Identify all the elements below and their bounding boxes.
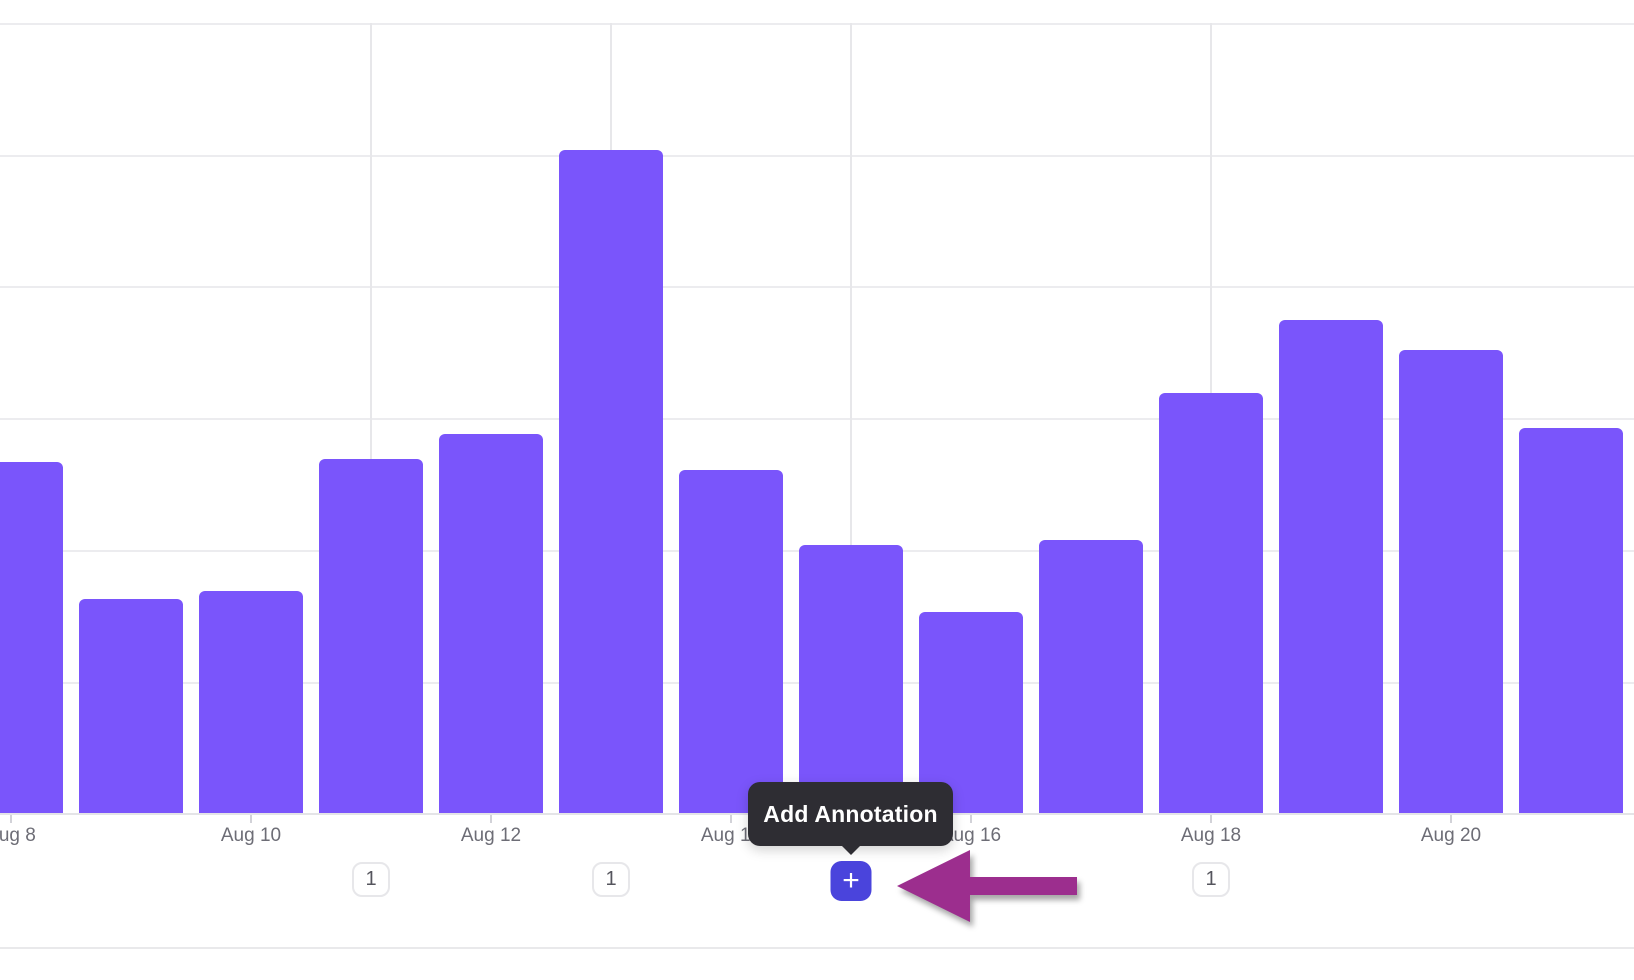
bar-aug-16[interactable] [919,612,1023,813]
x-axis-label: Aug 12 [460,825,522,846]
x-axis-label: Aug 18 [1180,825,1242,846]
x-axis-tick [1450,815,1452,823]
horizontal-gridline [0,286,1634,288]
x-axis-tick [10,815,12,823]
x-axis-label: Aug 16 [940,825,1002,846]
bar-aug-11[interactable] [319,459,423,813]
bar-aug-14[interactable] [679,470,783,813]
bar-aug-10[interactable] [199,591,303,813]
bar-aug-9[interactable] [79,599,183,813]
x-axis-tick [730,815,732,823]
tooltip-label: Add Annotation [763,800,938,827]
annotation-count-badge[interactable]: 1 [1192,862,1230,897]
bar-aug-18[interactable] [1159,393,1263,813]
annotation-count-badge[interactable]: 1 [352,862,390,897]
x-axis-tick [1210,815,1212,823]
add-annotation-tooltip: Add Annotation [748,782,953,855]
annotation-date-line [850,23,852,813]
bar-aug-12[interactable] [439,434,543,813]
horizontal-gridline [0,23,1634,25]
x-axis-tick [970,815,972,823]
bottom-separator-line [0,947,1634,949]
bar-aug-8[interactable] [0,462,63,813]
bar-aug-20[interactable] [1399,350,1503,813]
annotation-date-line [370,23,372,813]
x-axis-label: Aug 10 [220,825,282,846]
bar-aug-21[interactable] [1519,428,1623,813]
x-axis-label: Aug 8 [0,825,36,846]
x-axis-label: Aug 20 [1420,825,1482,846]
x-axis-tick [250,815,252,823]
horizontal-gridline [0,418,1634,420]
x-axis-tick [490,815,492,823]
add-annotation-button[interactable]: + [830,861,872,901]
bar-aug-15[interactable] [799,545,903,813]
annotation-count-badge[interactable]: 1 [592,862,630,897]
horizontal-gridline [0,155,1634,157]
bar-aug-13[interactable] [559,150,663,813]
x-axis-label: Aug 14 [700,825,762,846]
bar-aug-19[interactable] [1279,320,1383,813]
bar-aug-17[interactable] [1039,540,1143,813]
